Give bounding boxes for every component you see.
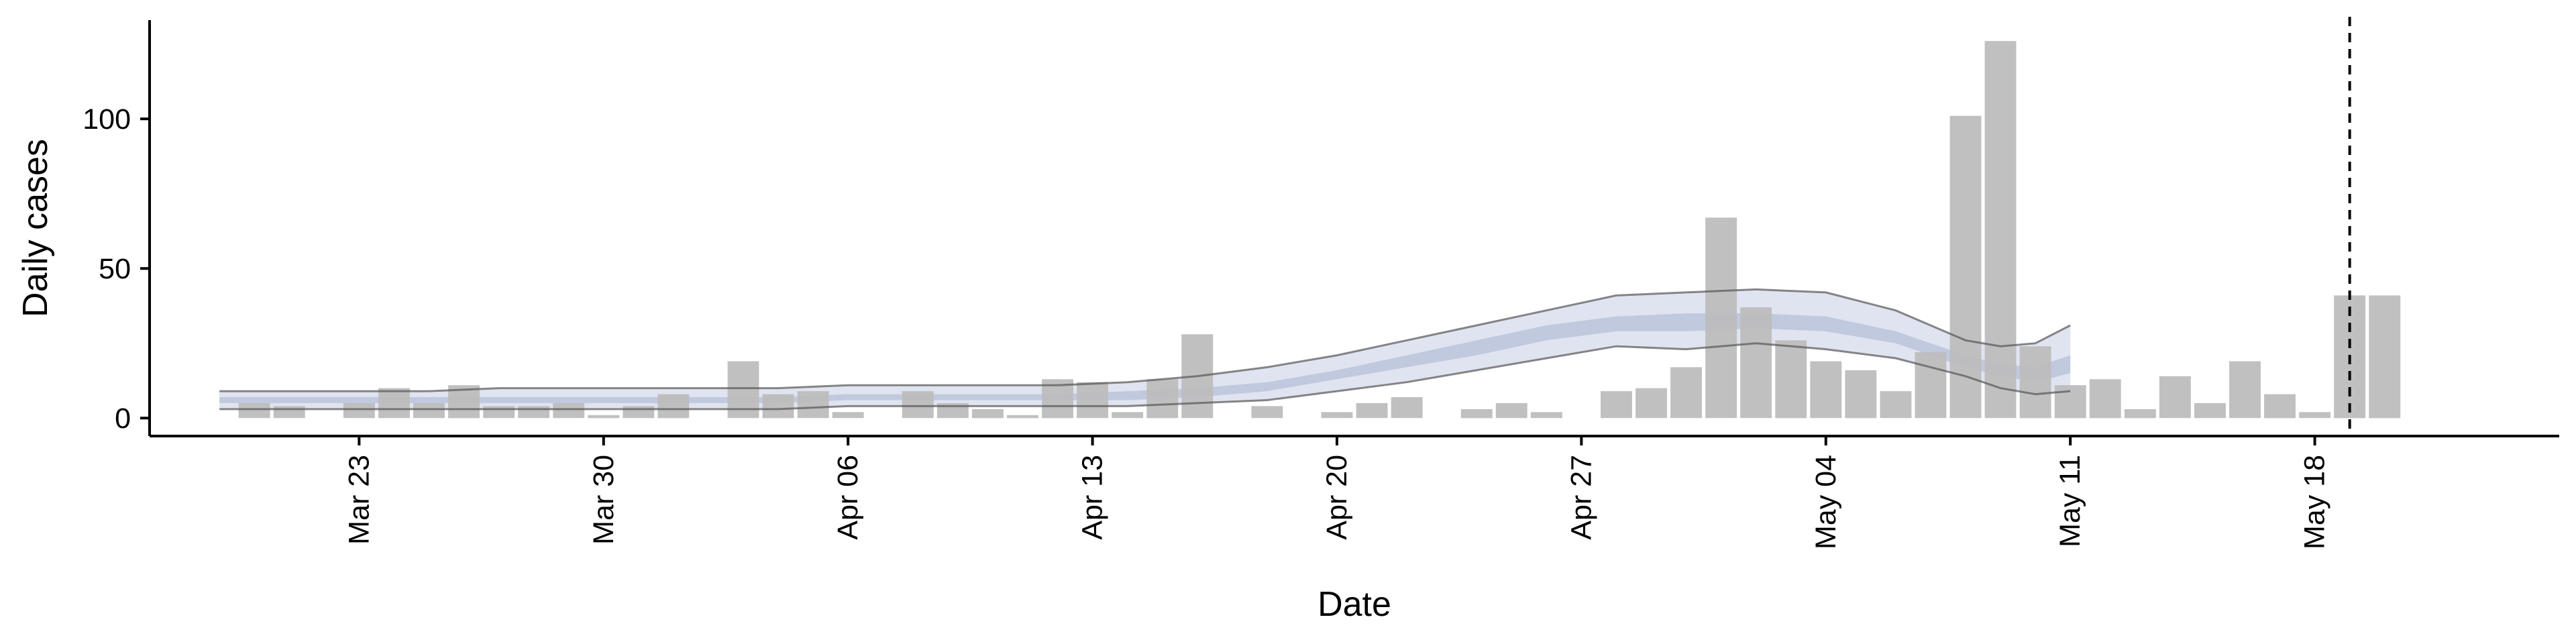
band-upper-line <box>219 288 2071 392</box>
bar <box>1775 340 1807 419</box>
band-lower-line <box>219 342 2071 411</box>
bar <box>2299 412 2331 419</box>
x-tick-label: Apr 13 <box>1077 455 1109 540</box>
bar <box>1112 412 1144 419</box>
bar <box>2229 361 2261 419</box>
bar <box>1077 382 1108 419</box>
bar <box>2369 295 2401 419</box>
bar <box>1321 412 1353 419</box>
bar <box>1810 361 1842 419</box>
bar <box>588 415 620 419</box>
bar <box>2124 409 2156 419</box>
bar <box>518 406 550 419</box>
x-tick-label: Mar 30 <box>588 455 620 545</box>
x-tick-label: May 11 <box>2054 455 2086 547</box>
bar <box>2019 346 2051 419</box>
bar <box>2264 394 2296 419</box>
y-tick-label: 50 <box>99 253 131 285</box>
bar <box>1880 391 1912 419</box>
bar <box>2089 379 2121 419</box>
y-tick-label: 0 <box>115 402 131 435</box>
bar <box>343 402 375 419</box>
bar <box>1530 412 1562 419</box>
bar <box>902 391 934 419</box>
bar <box>1915 352 1947 419</box>
x-tick-label: May 18 <box>2299 455 2331 549</box>
bars-group <box>238 41 2401 419</box>
bar <box>1949 115 1982 419</box>
bar <box>2054 385 2086 419</box>
bar <box>657 394 690 419</box>
x-tick-label: May 04 <box>1810 455 1842 549</box>
bar <box>1495 402 1527 419</box>
bar <box>2194 402 2226 419</box>
x-tick-label: Apr 20 <box>1321 455 1353 540</box>
bar <box>1984 41 2017 419</box>
bar <box>413 402 445 419</box>
bar <box>1635 388 1667 419</box>
bar <box>1146 379 1179 419</box>
bar <box>1391 397 1423 419</box>
bar <box>483 406 515 419</box>
bar <box>1356 402 1388 419</box>
x-axis-title: Date <box>1318 585 1391 624</box>
bar <box>1007 415 1038 419</box>
bar <box>1601 391 1632 419</box>
bar <box>1740 307 1772 419</box>
bar <box>1460 409 1493 419</box>
y-axis-title: Daily cases <box>16 139 55 317</box>
bar <box>797 391 829 419</box>
estimate-bands <box>219 289 2071 409</box>
bar <box>273 406 305 419</box>
bar <box>972 409 1004 419</box>
x-tick-label: Apr 27 <box>1565 455 1597 540</box>
bar <box>378 388 410 419</box>
x-tick-label: Mar 23 <box>343 455 375 545</box>
y-tick-label: 100 <box>83 103 131 136</box>
bar <box>553 402 585 419</box>
bar <box>2159 376 2191 419</box>
bar <box>238 402 270 419</box>
band-outlines <box>219 288 2071 411</box>
bar <box>1845 370 1877 419</box>
bar <box>1670 367 1702 419</box>
bar <box>623 406 655 419</box>
bar <box>832 412 864 419</box>
axes: 0 50 100 Mar 23 Mar 30 Apr 06 Apr 13 Apr 20 Apr … <box>83 20 2559 549</box>
bar <box>1251 406 1283 419</box>
x-tick-label: Apr 06 <box>832 455 864 540</box>
bar <box>1705 217 1737 419</box>
bar <box>762 394 794 419</box>
